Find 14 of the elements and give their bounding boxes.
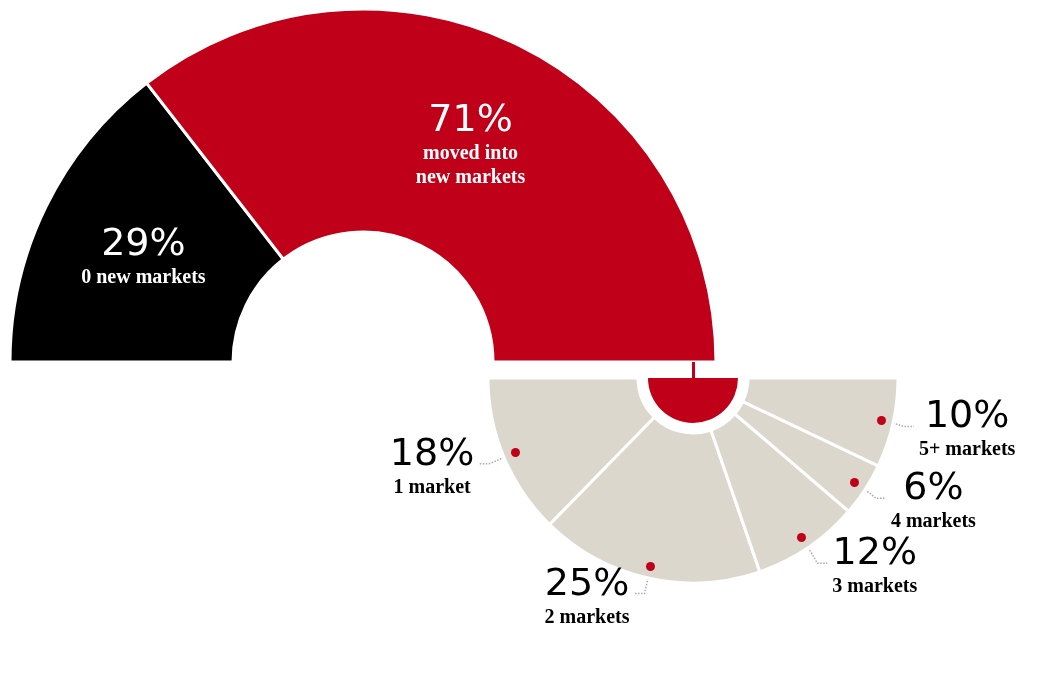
data-label: 29% — [101, 220, 186, 265]
data-label: 25% — [544, 559, 630, 604]
slice-label: moved into new markets — [415, 141, 526, 188]
data-label: 18% — [389, 429, 475, 474]
slice-label: 2 markets — [544, 604, 630, 627]
slice-label: 1 market — [393, 474, 471, 497]
slice-label: 3 markets — [832, 574, 918, 597]
data-label: 12% — [832, 529, 918, 574]
data-label: 6% — [903, 464, 964, 509]
slice-label: 4 markets — [890, 509, 977, 532]
slice-label: 0 new markets — [81, 265, 206, 288]
data-label: 71% — [428, 96, 513, 141]
data-label: 10% — [924, 392, 1010, 437]
slice-label: 5+ markets — [918, 437, 1016, 460]
